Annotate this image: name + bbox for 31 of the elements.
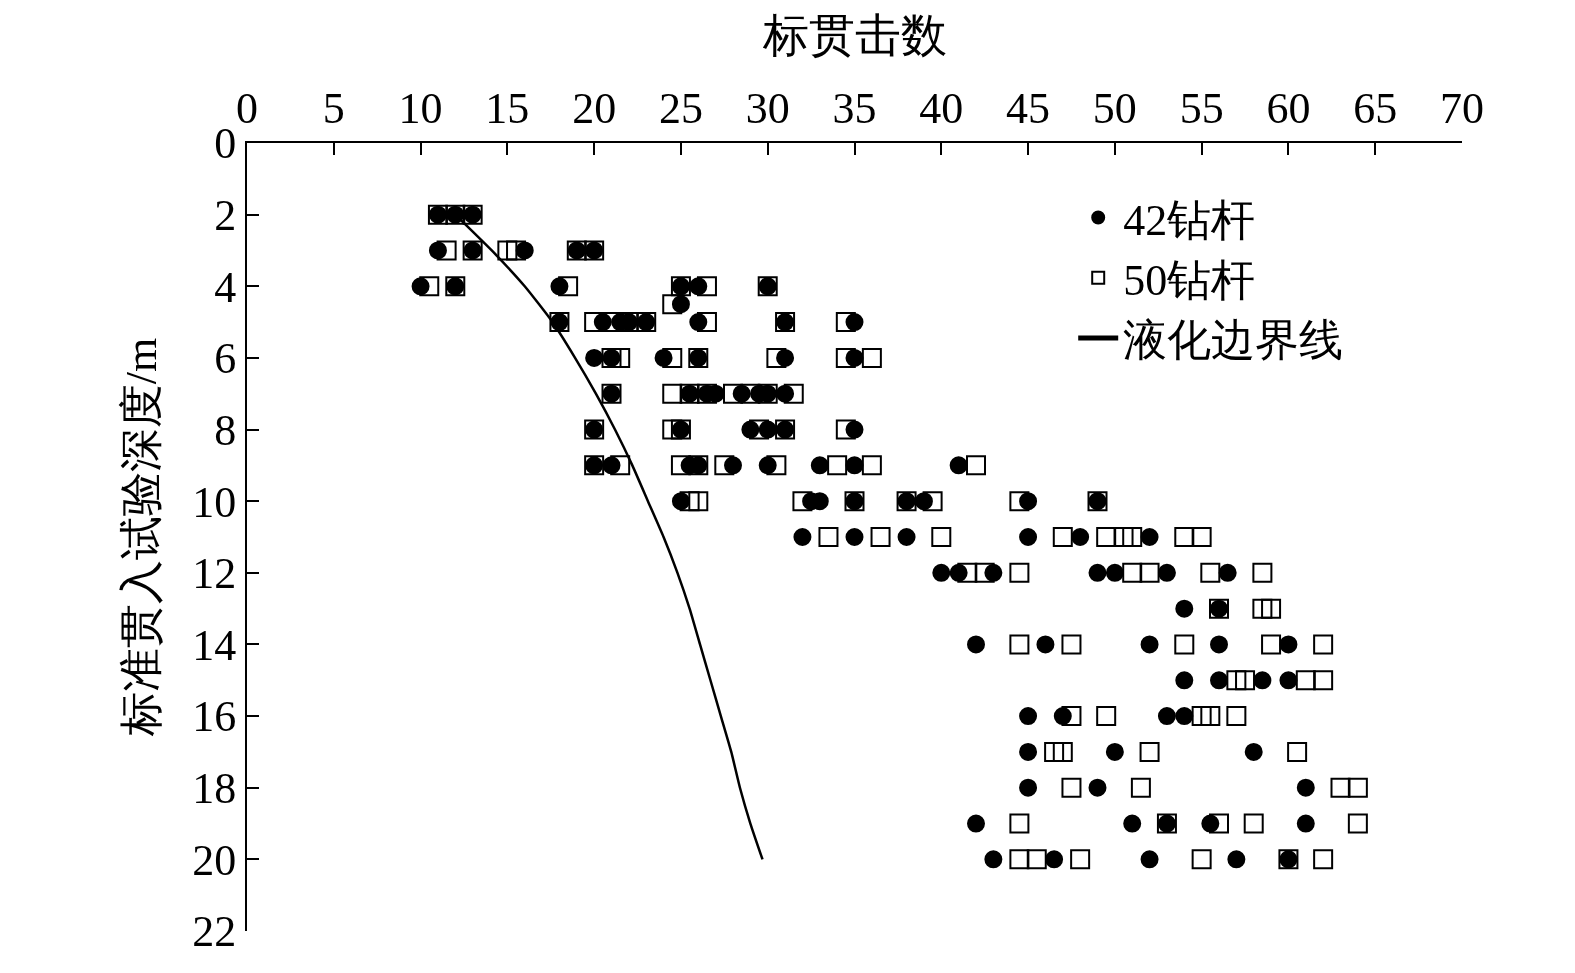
x-tick-label: 5 [322,84,345,134]
x-tick-label: 70 [1440,84,1484,134]
y-tick-label: 14 [192,620,237,670]
y-tick-label: 18 [192,764,237,814]
y-tick-label: 16 [192,692,237,742]
y-axis-title: 标准贯入试验深度/m [116,337,166,738]
y-tick-label: 22 [192,907,237,957]
x-tick-label: 35 [832,84,877,134]
x-axis-title: 标贯击数 [761,10,947,62]
y-tick-label: 0 [214,119,237,169]
x-tick-label: 40 [919,84,964,134]
y-tick-label: 6 [214,334,237,384]
legend-label: 50钻杆 [1123,255,1256,305]
x-tick-label: 65 [1353,84,1398,134]
x-tick-label: 55 [1179,84,1224,134]
x-tick-label: 25 [658,84,703,134]
x-tick-label: 45 [1006,84,1051,134]
x-tick-label: 30 [745,84,790,134]
y-tick-label: 4 [214,262,237,312]
x-tick-label: 15 [485,84,530,134]
y-tick-label: 8 [214,405,237,455]
x-tick-label: 60 [1266,84,1311,134]
y-tick-label: 12 [192,549,237,599]
y-tick-label: 10 [192,477,237,527]
x-tick-label: 50 [1092,84,1137,134]
legend-label: 42钻杆 [1123,195,1256,245]
legend-label: 液化边界线 [1123,316,1344,366]
x-tick-label: 20 [572,84,617,134]
y-tick-label: 2 [214,191,237,241]
y-tick-label: 20 [192,835,237,885]
x-tick-label: 10 [398,84,443,134]
